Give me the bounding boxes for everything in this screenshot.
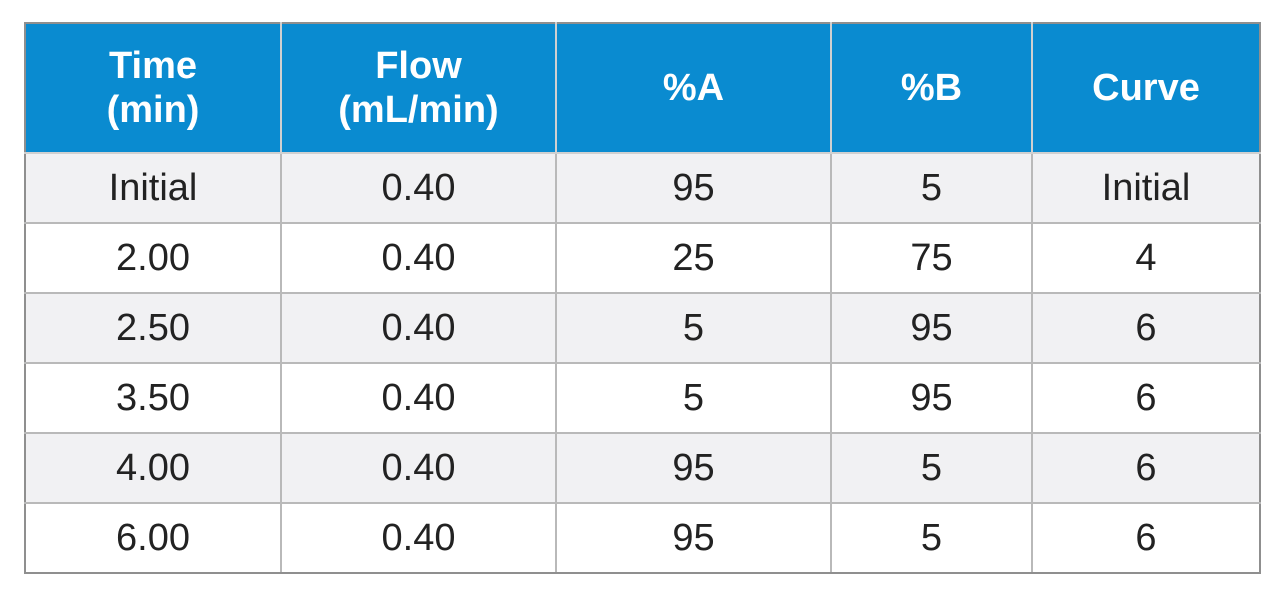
table-body: Initial 0.40 95 5 Initial 2.00 0.40 25 7… — [24, 152, 1261, 574]
cell-curve: 6 — [1031, 362, 1261, 434]
gradient-table: Time (min) Flow (mL/min) %A %B Curve Ini… — [24, 22, 1261, 574]
cell-flow: 0.40 — [280, 362, 557, 434]
cell-curve: Initial — [1031, 152, 1261, 224]
header-percent-a: %A — [555, 22, 832, 154]
header-percent-b: %B — [830, 22, 1033, 154]
cell-time: 4.00 — [24, 432, 282, 504]
table-row: 2.50 0.40 5 95 6 — [24, 292, 1261, 364]
cell-percent-a: 5 — [555, 362, 832, 434]
cell-time: 6.00 — [24, 502, 282, 574]
cell-percent-b: 5 — [830, 502, 1033, 574]
cell-percent-a: 5 — [555, 292, 832, 364]
table-row: 3.50 0.40 5 95 6 — [24, 362, 1261, 434]
gradient-table-container: Time (min) Flow (mL/min) %A %B Curve Ini… — [24, 22, 1261, 574]
cell-time: 2.50 — [24, 292, 282, 364]
cell-percent-a: 95 — [555, 502, 832, 574]
table-row: Initial 0.40 95 5 Initial — [24, 152, 1261, 224]
cell-curve: 4 — [1031, 222, 1261, 294]
cell-percent-b: 95 — [830, 292, 1033, 364]
cell-flow: 0.40 — [280, 152, 557, 224]
cell-curve: 6 — [1031, 292, 1261, 364]
header-row: Time (min) Flow (mL/min) %A %B Curve — [24, 22, 1261, 154]
cell-percent-b: 5 — [830, 152, 1033, 224]
header-curve: Curve — [1031, 22, 1261, 154]
cell-curve: 6 — [1031, 432, 1261, 504]
cell-flow: 0.40 — [280, 502, 557, 574]
table-row: 2.00 0.40 25 75 4 — [24, 222, 1261, 294]
cell-percent-b: 75 — [830, 222, 1033, 294]
cell-curve: 6 — [1031, 502, 1261, 574]
cell-percent-a: 25 — [555, 222, 832, 294]
cell-percent-b: 95 — [830, 362, 1033, 434]
cell-flow: 0.40 — [280, 292, 557, 364]
cell-flow: 0.40 — [280, 432, 557, 504]
header-time: Time (min) — [24, 22, 282, 154]
header-flow: Flow (mL/min) — [280, 22, 557, 154]
cell-percent-b: 5 — [830, 432, 1033, 504]
table-row: 6.00 0.40 95 5 6 — [24, 502, 1261, 574]
cell-flow: 0.40 — [280, 222, 557, 294]
cell-time: 2.00 — [24, 222, 282, 294]
cell-time: Initial — [24, 152, 282, 224]
cell-percent-a: 95 — [555, 152, 832, 224]
table-header: Time (min) Flow (mL/min) %A %B Curve — [24, 22, 1261, 154]
cell-time: 3.50 — [24, 362, 282, 434]
table-row: 4.00 0.40 95 5 6 — [24, 432, 1261, 504]
cell-percent-a: 95 — [555, 432, 832, 504]
